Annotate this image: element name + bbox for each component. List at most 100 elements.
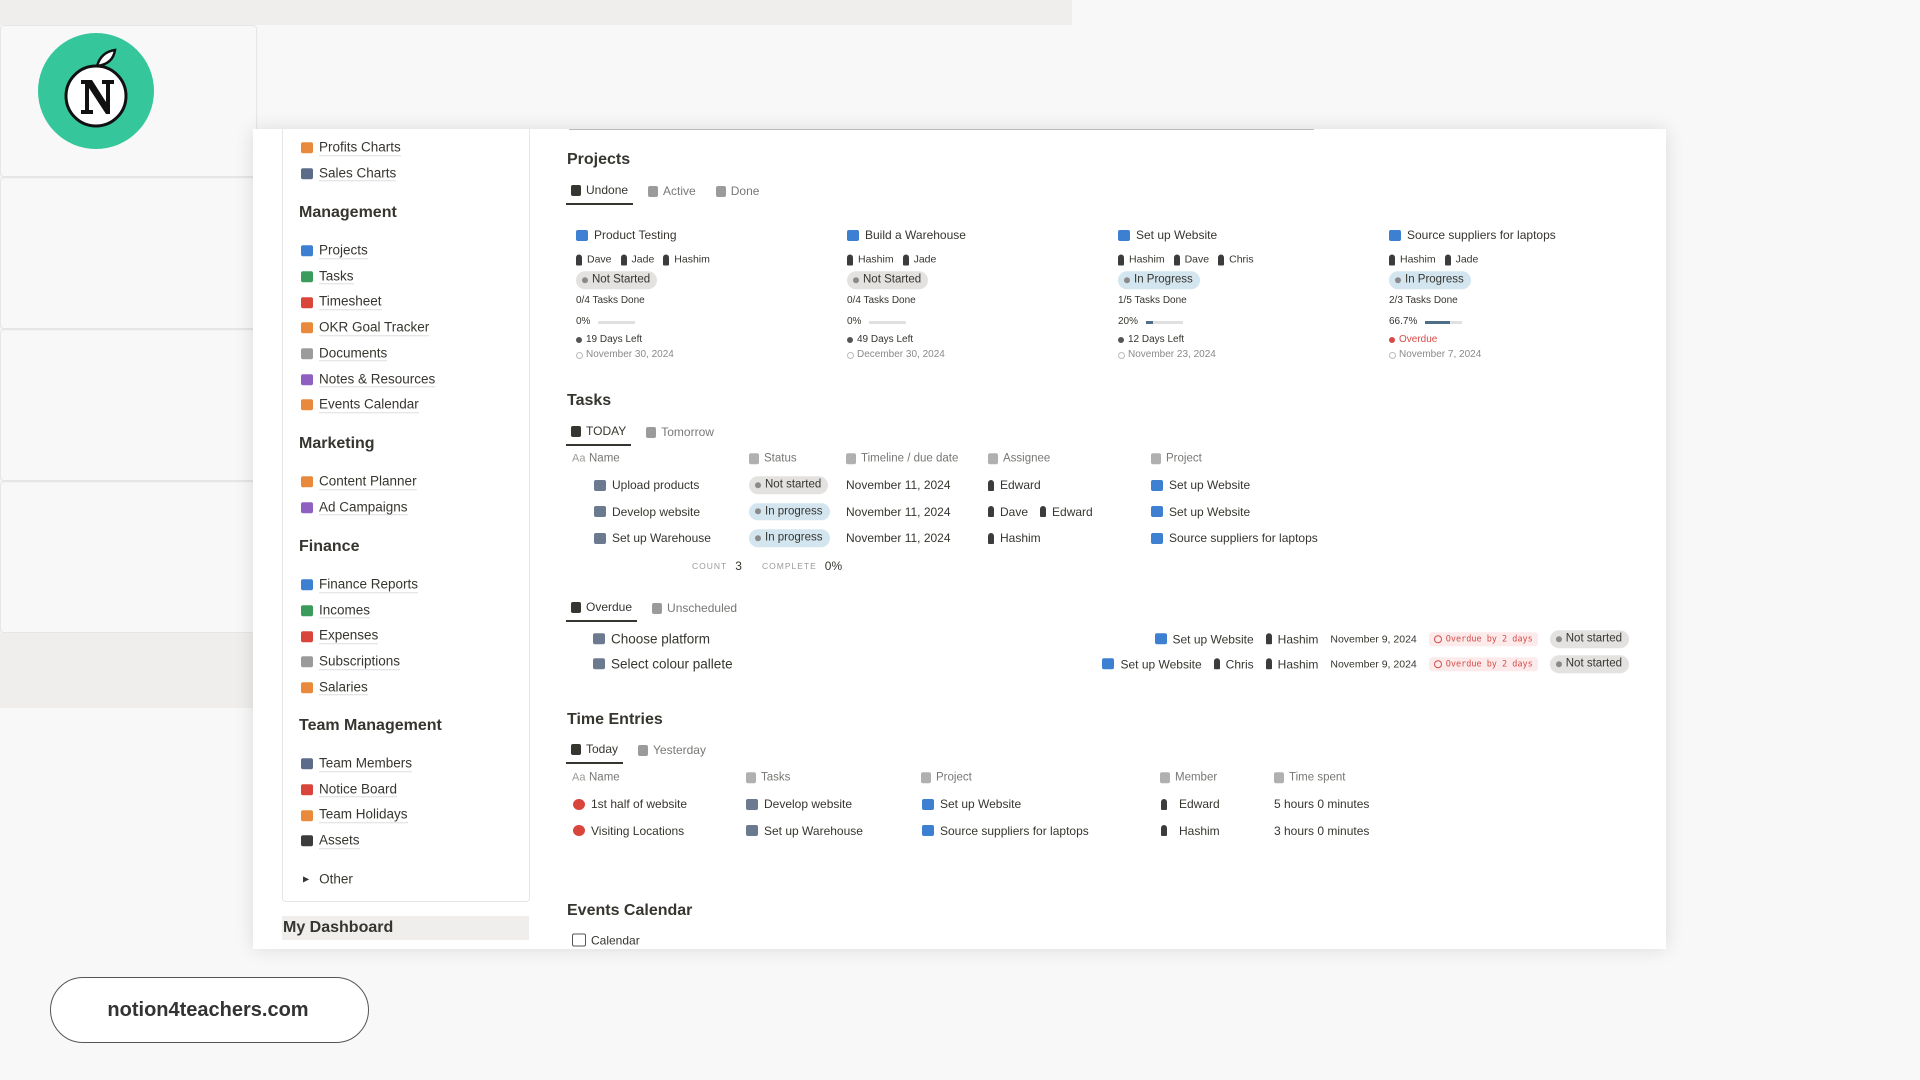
icon <box>301 835 313 847</box>
tab[interactable]: Undone <box>566 183 634 205</box>
person: Hashim <box>674 253 710 266</box>
tasks-done: 2/3 Tasks Done <box>1389 295 1458 306</box>
overdue-badge: Overdue by 2 days <box>1428 656 1538 672</box>
project-card[interactable] <box>0 177 257 329</box>
sidebar-link[interactable]: Sales Charts <box>319 164 397 182</box>
overdue-text: Select colour pallete <box>611 656 733 672</box>
sidebar-link[interactable]: Profits Charts <box>319 139 401 156</box>
tab-label[interactable]: Unscheduled <box>667 601 738 615</box>
sidebar-link[interactable]: Team Holidays <box>319 806 408 824</box>
sidebar-item[interactable]: Team Holidays <box>301 808 408 824</box>
progress: 20% <box>1118 317 1184 327</box>
sidebar-item[interactable]: Team Members <box>301 755 413 772</box>
sidebar-toggle[interactable]: ▶ Other <box>303 872 353 886</box>
sidebar-item[interactable]: Assets <box>301 833 360 849</box>
sidebar-link[interactable]: Content Planner <box>319 473 417 490</box>
icon <box>301 168 313 180</box>
icon <box>746 798 758 810</box>
sidebar-item[interactable]: Tasks <box>301 269 354 285</box>
sidebar-item[interactable]: Documents <box>301 345 388 362</box>
sidebar-link[interactable]: Notice Board <box>319 780 398 798</box>
person-icon <box>663 254 670 266</box>
tab[interactable]: Yesterday <box>633 742 711 764</box>
person-icon <box>847 254 853 266</box>
progress-fill <box>1146 320 1154 324</box>
sidebar-link[interactable]: Assets <box>319 832 360 849</box>
sidebar-item[interactable]: Notice Board <box>301 780 398 798</box>
dot <box>1118 351 1125 359</box>
tab-label[interactable]: Yesterday <box>653 743 706 757</box>
dot <box>847 337 853 343</box>
tab-label[interactable]: Done <box>730 184 760 198</box>
sidebar-item[interactable]: Finance Reports <box>301 576 419 593</box>
icon <box>1160 772 1170 784</box>
sidebar-item[interactable]: Content Planner <box>301 474 417 490</box>
sidebar-link[interactable]: Incomes <box>319 601 371 619</box>
sidebar-item[interactable]: Timesheet <box>301 295 382 311</box>
card-title: Build a Warehouse <box>847 229 966 241</box>
sidebar-link[interactable]: Projects <box>319 242 368 259</box>
sidebar-item[interactable]: Notes & Resources <box>301 370 436 388</box>
tab-bar: Undone Active Done <box>566 183 764 205</box>
sidebar-item[interactable]: Profits Charts <box>301 140 401 156</box>
tab[interactable]: Unscheduled <box>647 600 742 622</box>
tab-label[interactable]: Undone <box>586 183 629 197</box>
tab[interactable]: Overdue <box>566 600 638 622</box>
tab[interactable]: Today <box>566 742 624 764</box>
sidebar-item[interactable]: Incomes <box>301 601 371 619</box>
sidebar-link[interactable]: Finance Reports <box>319 576 419 593</box>
card-status: In Progress <box>1389 271 1471 289</box>
sidebar-link[interactable]: Notes & Resources <box>319 370 436 388</box>
dot <box>1389 351 1396 359</box>
tab-label[interactable]: Tomorrow <box>661 425 714 439</box>
sidebar-link[interactable]: Salaries <box>319 679 368 696</box>
tab-label[interactable]: Today <box>586 742 619 756</box>
sidebar-item[interactable]: OKR Goal Tracker <box>301 319 430 336</box>
icon <box>301 245 313 257</box>
tab-label[interactable]: Overdue <box>586 600 633 614</box>
sidebar-item[interactable]: Projects <box>301 243 368 259</box>
sidebar-item[interactable]: Subscriptions <box>301 653 401 670</box>
tab-label[interactable]: TODAY <box>586 424 627 438</box>
icon <box>1154 633 1167 645</box>
icon <box>301 271 313 283</box>
sidebar-link[interactable]: Events Calendar <box>319 396 419 413</box>
date-text: November 23, 2024 <box>1128 349 1216 360</box>
sidebar-item[interactable]: Events Calendar <box>301 397 419 413</box>
task-text: Set up Warehouse <box>764 823 863 838</box>
sidebar-link[interactable]: Documents <box>319 345 388 362</box>
sidebar-link[interactable]: Expenses <box>319 627 379 645</box>
badge-text: Overdue by 2 days <box>1445 658 1533 669</box>
sidebar-item[interactable]: Sales Charts <box>301 164 397 182</box>
sidebar-link[interactable]: Timesheet <box>319 293 382 311</box>
sidebar-item[interactable]: Salaries <box>301 680 368 696</box>
sidebar-link[interactable]: OKR Goal Tracker <box>319 319 430 336</box>
progress-track <box>1425 320 1463 324</box>
column-name: Assignee <box>1003 452 1051 465</box>
project-card[interactable] <box>0 481 257 633</box>
count-value: 3 <box>735 559 742 573</box>
sidebar-item[interactable]: Ad Campaigns <box>301 500 408 516</box>
section-title: Tasks <box>567 392 612 409</box>
tab[interactable]: Active <box>643 183 701 205</box>
count-label: COUNT <box>692 560 728 571</box>
sidebar-link[interactable]: Subscriptions <box>319 653 401 670</box>
sidebar-link[interactable]: Ad Campaigns <box>319 498 408 516</box>
progress: 0% <box>847 317 907 327</box>
project-text: Source suppliers for laptops <box>940 823 1089 838</box>
column-name: Tasks <box>761 771 791 784</box>
tab[interactable]: TODAY <box>566 424 632 446</box>
project-card[interactable] <box>0 25 257 177</box>
tab-label[interactable]: Active <box>663 184 696 198</box>
sidebar-link[interactable]: Tasks <box>319 267 354 285</box>
project-card[interactable] <box>0 329 257 481</box>
sidebar-item[interactable]: Expenses <box>301 627 379 645</box>
person-icon <box>1161 825 1167 836</box>
tab-label[interactable]: Calendar <box>591 933 640 947</box>
tab[interactable]: Done <box>711 183 765 205</box>
calendar-tab[interactable]: Calendar <box>572 933 640 947</box>
tab[interactable]: Tomorrow <box>641 424 719 446</box>
tab-icon <box>646 426 657 438</box>
sidebar-link[interactable]: Team Members <box>319 755 413 772</box>
column-prefix: Aa <box>572 771 586 784</box>
